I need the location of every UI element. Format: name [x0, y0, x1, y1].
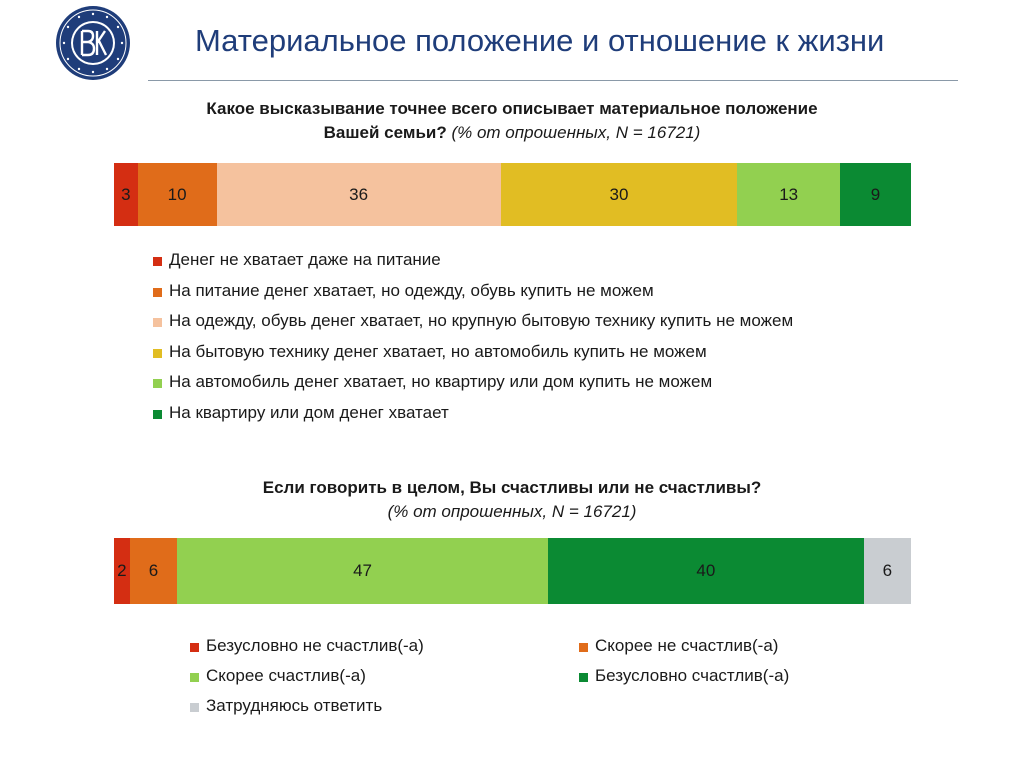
chart-2-sample-note: (% от опрошенных, N = 16721) — [387, 502, 637, 521]
chart-2-legend-item: Затрудняюсь ответить — [190, 696, 382, 716]
legend-label: Безусловно счастлив(-а) — [595, 666, 790, 685]
legend-label: На питание денег хватает, но одежду, обу… — [169, 280, 654, 300]
chart-2-bar-segment: 6 — [863, 538, 911, 604]
chart-1-legend-item: Денег не хватает даже на питание — [153, 250, 441, 270]
legend-marker-icon — [579, 643, 588, 652]
chart-2-bar-segment: 40 — [548, 538, 864, 604]
chart-2-question: Если говорить в целом, Вы счастливы или … — [262, 478, 762, 497]
chart-1-legend-item: На одежду, обувь денег хватает, но крупн… — [153, 311, 793, 331]
chart-1-sample-note: (% от опрошенных, N = 16721) — [451, 123, 701, 142]
legend-label: Скорее счастлив(-а) — [206, 666, 366, 685]
legend-marker-icon — [190, 673, 199, 682]
chart-1-bar-segment: 10 — [137, 163, 217, 226]
legend-label: Денег не хватает даже на питание — [169, 250, 441, 269]
chart-2-data-label: 2 — [117, 561, 127, 580]
chart-1-data-label: 13 — [779, 184, 799, 204]
legend-marker-icon — [153, 348, 162, 358]
chart-1-data-label: 9 — [870, 184, 881, 204]
slide-title: Материальное положение и отношение к жиз… — [195, 23, 885, 58]
legend-marker-icon — [153, 287, 162, 297]
chart-2-stacked-bar: 2 6 47 40 6 — [114, 538, 911, 604]
chart-1-data-label: 3 — [121, 184, 131, 204]
chart-2-title: Если говорить в целом, Вы счастливы или … — [112, 476, 912, 524]
legend-label: На автомобиль денег хватает, но квартиру… — [169, 372, 713, 392]
legend-marker-icon — [579, 673, 588, 682]
chart-2-data-label: 47 — [353, 561, 373, 580]
chart-1-question: Какое высказывание точнее всего описывае… — [206, 99, 818, 142]
legend-label: На квартиру или дом денег хватает — [169, 403, 449, 422]
chart-2-legend-item: Безусловно не счастлив(-а) — [190, 636, 424, 656]
university-logo-icon — [56, 6, 130, 80]
chart-1-data-label: 30 — [609, 184, 629, 204]
legend-label: На одежду, обувь денег хватает, но крупн… — [169, 311, 794, 331]
chart-2-data-label: 6 — [882, 561, 893, 580]
legend-label: На бытовую технику денег хватает, но авт… — [169, 341, 707, 361]
chart-1-data-label: 36 — [349, 184, 369, 204]
chart-2-legend-item: Скорее счастлив(-а) — [190, 666, 366, 686]
legend-marker-icon — [153, 379, 162, 389]
chart-1-stacked-bar: 3 10 36 30 13 9 — [114, 163, 911, 226]
chart-1-legend-item: На питание денег хватает, но одежду, обу… — [153, 281, 654, 301]
legend-label: Безусловно не счастлив(-а) — [206, 636, 424, 655]
legend-label: Скорее не счастлив(-а) — [595, 636, 779, 655]
chart-2-bar-segment: 2 — [114, 538, 130, 604]
legend-label: Затрудняюсь ответить — [206, 696, 383, 715]
legend-marker-icon — [190, 643, 199, 652]
legend-marker-icon — [153, 257, 162, 266]
chart-1-bar-segment: 9 — [839, 163, 911, 226]
chart-1-legend-item: На автомобиль денег хватает, но квартиру… — [153, 372, 712, 392]
chart-2-data-label: 6 — [148, 561, 159, 580]
chart-2-data-label: 40 — [696, 561, 716, 580]
legend-marker-icon — [153, 410, 162, 419]
chart-2-legend-item: Безусловно счастлив(-а) — [579, 666, 789, 686]
chart-1-bar-segment: 30 — [500, 163, 738, 226]
chart-2-bar-segment: 47 — [177, 538, 548, 604]
chart-1-bar-segment: 36 — [216, 163, 501, 226]
chart-2-legend-item: Скорее не счастлив(-а) — [579, 636, 778, 656]
legend-marker-icon — [190, 703, 199, 712]
chart-1-data-label: 10 — [167, 184, 187, 204]
title-divider — [148, 80, 958, 81]
chart-1-bar-segment: 3 — [114, 163, 138, 226]
chart-1-legend-item: На квартиру или дом денег хватает — [153, 403, 449, 423]
chart-1-legend-item: На бытовую технику денег хватает, но авт… — [153, 342, 707, 362]
chart-1-bar-segment: 13 — [737, 163, 840, 226]
chart-1-title: Какое высказывание точнее всего описывае… — [112, 97, 912, 145]
chart-2-bar-segment: 6 — [129, 538, 178, 604]
legend-marker-icon — [153, 318, 162, 328]
